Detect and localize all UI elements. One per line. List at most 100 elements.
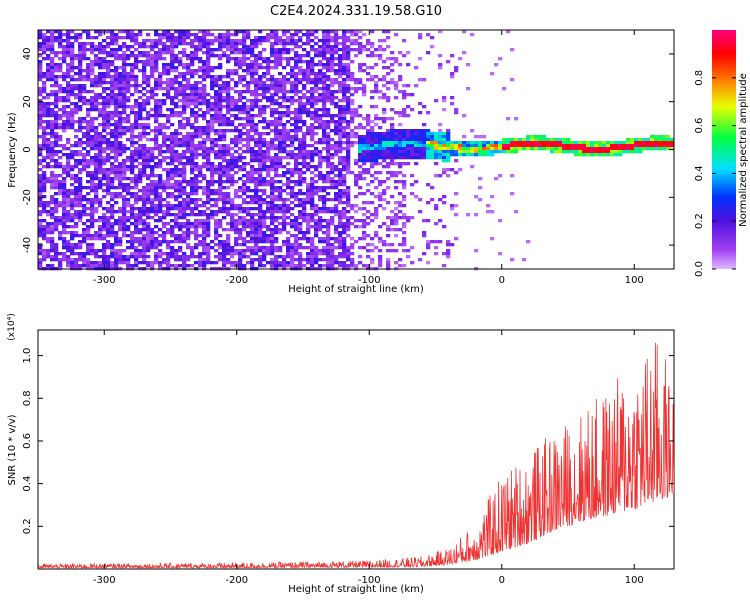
heatmap-cell	[298, 99, 303, 103]
heatmap-cell	[298, 246, 303, 250]
heatmap-cell	[82, 231, 87, 235]
heatmap-cell	[58, 138, 63, 142]
heatmap-cell	[262, 219, 267, 223]
heatmap-cell	[238, 63, 243, 67]
heatmap-cell	[382, 165, 387, 169]
heatmap-cell	[146, 78, 151, 82]
heatmap-cell	[366, 171, 371, 175]
heatmap-cell	[126, 201, 131, 205]
heatmap-cell	[366, 144, 371, 148]
heatmap-cell	[250, 261, 255, 265]
heatmap-cell	[66, 81, 71, 85]
heatmap-cell	[254, 63, 259, 67]
heatmap-cell	[310, 102, 315, 106]
heatmap-cell	[262, 60, 267, 64]
heatmap-cell	[214, 78, 219, 82]
heatmap-cell	[50, 72, 55, 76]
heatmap-cell	[158, 198, 163, 202]
heatmap-cell	[162, 234, 167, 238]
heatmap-cell	[222, 264, 227, 268]
heatmap-cell	[98, 57, 103, 61]
heatmap-cell	[78, 33, 83, 37]
heatmap-cell	[322, 147, 327, 151]
heatmap-cell	[110, 141, 115, 145]
heatmap-cell	[166, 207, 171, 211]
heatmap-cell	[138, 195, 143, 199]
heatmap-cell	[206, 33, 211, 37]
heatmap-cell	[106, 75, 111, 79]
heatmap-cell	[262, 201, 267, 205]
heatmap-cell	[330, 249, 335, 253]
heatmap-cell	[314, 258, 319, 262]
heatmap-cell	[90, 138, 95, 142]
heatmap-cell	[338, 150, 343, 154]
heatmap-cell	[70, 174, 75, 178]
heatmap-cell	[318, 93, 323, 97]
heatmap-cell	[310, 249, 315, 253]
heatmap-cell	[146, 57, 151, 61]
heatmap-cell	[98, 84, 103, 88]
heatmap-cell	[254, 168, 259, 172]
heatmap-cell	[198, 186, 203, 190]
heatmap-cell	[346, 168, 351, 172]
heatmap-cell	[258, 231, 263, 235]
heatmap-cell	[242, 33, 247, 37]
heatmap-cell	[242, 156, 247, 160]
heatmap-cell	[250, 237, 255, 241]
heatmap-cell	[222, 243, 227, 247]
heatmap-cell	[254, 39, 259, 43]
heatmap-cell	[214, 204, 219, 208]
heatmap-cell	[106, 168, 111, 172]
heatmap-cell	[242, 117, 247, 121]
heatmap-cell	[62, 255, 67, 259]
heatmap-cell	[158, 210, 163, 214]
heatmap-cell	[94, 96, 99, 100]
heatmap-cell	[222, 159, 227, 163]
heatmap-cell	[162, 150, 167, 154]
heatmap-cell	[54, 186, 59, 190]
heatmap-cell	[250, 81, 255, 85]
heatmap-cell	[182, 153, 187, 157]
heatmap-cell	[158, 150, 163, 154]
heatmap-cell	[194, 45, 199, 49]
heatmap-cell	[214, 81, 219, 85]
heatmap-cell	[262, 231, 267, 235]
heatmap-cell	[154, 207, 159, 211]
heatmap-cell	[294, 234, 299, 238]
heatmap-cell	[342, 66, 347, 70]
heatmap-cell	[42, 102, 47, 106]
heatmap-cell	[150, 90, 155, 94]
heatmap-cell	[166, 261, 171, 265]
heatmap-cell	[54, 135, 59, 139]
heatmap-cell	[282, 66, 287, 70]
heatmap-cell	[258, 174, 263, 178]
heatmap-cell	[246, 225, 251, 229]
heatmap-cell	[354, 174, 359, 178]
heatmap-cell	[50, 84, 55, 88]
heatmap-cell	[318, 258, 323, 262]
heatmap-cell	[282, 138, 287, 142]
heatmap-cell	[94, 30, 99, 34]
heatmap-cell	[58, 99, 63, 103]
heatmap-cell	[162, 180, 167, 184]
heatmap-cell	[234, 156, 239, 160]
heatmap-cell	[162, 198, 167, 202]
heatmap-cell	[142, 255, 147, 259]
heatmap-cell	[234, 60, 239, 64]
heatmap-cell	[134, 114, 139, 118]
heatmap-cell	[350, 87, 355, 91]
heatmap-cell	[362, 219, 367, 223]
heatmap-cell	[274, 93, 279, 97]
heatmap-cell	[170, 66, 175, 70]
heatmap-cell	[234, 225, 239, 229]
heatmap-cell	[166, 33, 171, 37]
heatmap-cell	[326, 252, 331, 256]
heatmap-cell	[306, 102, 311, 106]
heatmap-cell	[90, 120, 95, 124]
heatmap-cell	[178, 36, 183, 40]
heatmap-cell	[362, 69, 367, 73]
heatmap-cell	[318, 96, 323, 100]
heatmap-cell	[254, 246, 259, 250]
heatmap-cell	[186, 255, 191, 259]
heatmap-cell	[94, 57, 99, 61]
